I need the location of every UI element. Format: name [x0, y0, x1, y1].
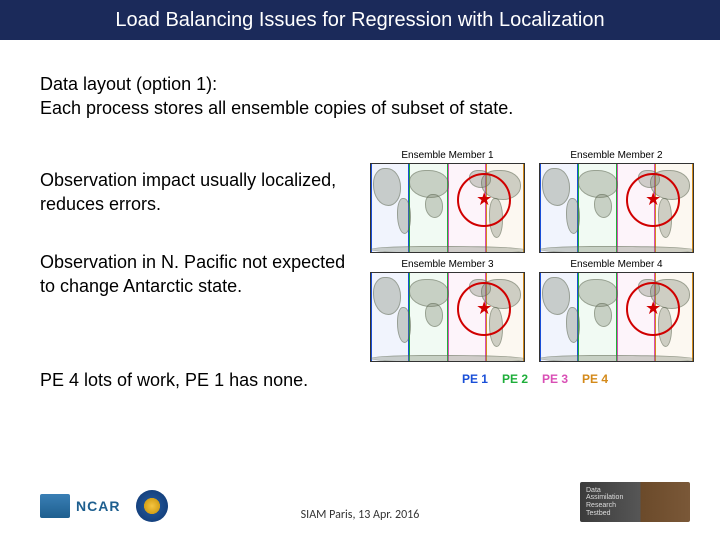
dart-logo: Data Assimilation Research Testbed: [580, 482, 690, 522]
observation-star-icon: ★: [645, 299, 661, 317]
land-shape: [540, 355, 694, 362]
ncar-logo: NCAR: [40, 494, 120, 518]
ncar-text: NCAR: [76, 498, 120, 514]
ensemble-map: ★: [539, 163, 694, 253]
land-shape: [373, 168, 401, 206]
pe-legend-item: PE 3: [542, 372, 568, 386]
ensemble-map: ★: [539, 272, 694, 362]
land-shape: [566, 198, 580, 234]
slide-title: Load Balancing Issues for Regression wit…: [115, 9, 604, 32]
land-shape: [425, 194, 443, 218]
pe-legend: PE 1 PE 2 PE 3 PE 4: [370, 372, 700, 386]
slide-title-bar: Load Balancing Issues for Regression wit…: [0, 0, 720, 40]
ensemble-figure: Ensemble Member 1★Ensemble Member 2★Ense…: [370, 150, 700, 386]
observation-star-icon: ★: [476, 299, 492, 317]
footer-conference: SIAM Paris, 13 Apr. 2016: [301, 508, 420, 522]
pe-legend-item: PE 1: [462, 372, 488, 386]
ensemble-map-cell: Ensemble Member 1 ★: [370, 150, 525, 253]
ensemble-map-title: Ensemble Member 2: [539, 150, 694, 161]
ensemble-map-cell: Ensemble Member 2 ★: [539, 150, 694, 253]
land-shape: [594, 303, 612, 327]
ncar-icon: [40, 494, 70, 518]
land-shape: [397, 198, 411, 234]
land-shape: [425, 303, 443, 327]
land-shape: [373, 277, 401, 315]
paragraph-npacific: Observation in N. Pacific not expected t…: [40, 250, 350, 299]
ensemble-map: ★: [370, 272, 525, 362]
pe-legend-item: PE 2: [502, 372, 528, 386]
land-shape: [371, 246, 525, 253]
ensemble-map-title: Ensemble Member 3: [370, 259, 525, 270]
ensemble-map-title: Ensemble Member 1: [370, 150, 525, 161]
land-shape: [594, 194, 612, 218]
land-shape: [371, 355, 525, 362]
land-shape: [540, 246, 694, 253]
dart-logo-text: Data Assimilation Research Testbed: [586, 487, 623, 518]
pe-legend-item: PE 4: [582, 372, 608, 386]
land-shape: [397, 307, 411, 343]
paragraph-pe-work: PE 4 lots of work, PE 1 has none.: [40, 368, 380, 392]
nsf-logo-icon: [136, 490, 168, 522]
ensemble-map-cell: Ensemble Member 4 ★: [539, 259, 694, 362]
observation-star-icon: ★: [476, 190, 492, 208]
paragraph-observation-impact: Observation impact usually localized, re…: [40, 168, 340, 217]
land-shape: [542, 277, 570, 315]
land-shape: [542, 168, 570, 206]
ensemble-map: ★: [370, 163, 525, 253]
land-shape: [566, 307, 580, 343]
ensemble-map-title: Ensemble Member 4: [539, 259, 694, 270]
logos-left: NCAR: [40, 490, 168, 522]
observation-star-icon: ★: [645, 190, 661, 208]
paragraph-data-layout: Data layout (option 1): Each process sto…: [40, 72, 680, 121]
ensemble-map-cell: Ensemble Member 3 ★: [370, 259, 525, 362]
